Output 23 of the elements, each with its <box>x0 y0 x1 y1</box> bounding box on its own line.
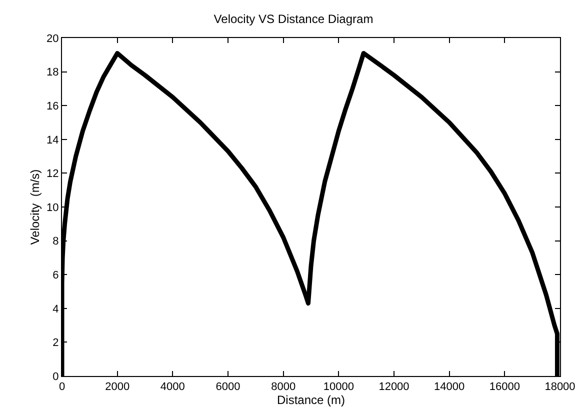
x-tick-label: 6000 <box>216 381 240 394</box>
y-tick-label: 6 <box>52 269 59 282</box>
y-tick-label: 16 <box>46 100 59 112</box>
x-tick-label: 16000 <box>489 381 520 394</box>
x-tick-label: 10000 <box>323 381 354 394</box>
y-tick-label: 0 <box>52 370 59 383</box>
y-axis-title: Velocity (m/s) <box>28 169 42 245</box>
x-tick-label: 4000 <box>160 381 185 394</box>
y-tick-label: 14 <box>46 134 59 146</box>
x-axis-title: Distance (m) <box>276 393 346 408</box>
y-tick-label: 10 <box>46 202 59 214</box>
y-tick-label: 2 <box>52 337 59 350</box>
x-tick-label: 2000 <box>105 381 130 394</box>
y-tick-label: 18 <box>46 66 59 79</box>
y-tick-label: 20 <box>46 32 59 45</box>
x-tick-label: 8000 <box>271 381 296 394</box>
x-tick-label: 14000 <box>434 381 465 394</box>
y-tick-label: 12 <box>46 168 59 180</box>
x-tick-label: 12000 <box>378 381 410 394</box>
y-tick-label: 4 <box>52 303 59 316</box>
chart-title: Velocity VS Distance Diagram <box>214 12 374 26</box>
y-tick-label: 8 <box>52 236 59 248</box>
x-tick-label: 18000 <box>544 381 576 394</box>
